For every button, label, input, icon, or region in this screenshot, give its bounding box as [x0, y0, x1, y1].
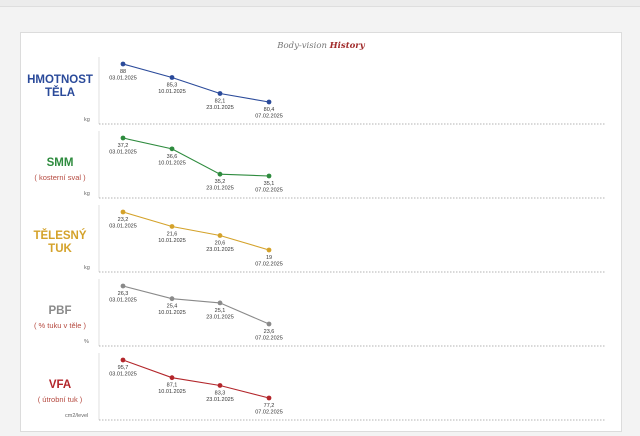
data-point [266, 395, 272, 401]
series-line [122, 285, 270, 325]
date-label: 23.01.2025 [206, 314, 234, 320]
value-label: 87,1 [167, 383, 178, 389]
data-point [120, 283, 126, 289]
series-line [122, 137, 270, 177]
series-label: VFA ( útrobní tuk ) [21, 379, 99, 404]
unit-label: % [84, 339, 89, 345]
series-title: VFA [48, 378, 72, 391]
series-label: HMOTNOST TĚLA [21, 74, 99, 100]
chart-panel-1: HMOTNOST TĚLA kg 88 03.01.2025 85,3 10.01.202… [21, 55, 621, 127]
data-point [120, 209, 126, 215]
window-top-bar [0, 0, 640, 7]
value-label: 19 [266, 255, 272, 261]
date-label: 07.02.2025 [255, 336, 283, 342]
date-label: 10.01.2025 [158, 89, 186, 95]
value-label: 37,2 [118, 143, 129, 149]
history-chart-card: Body-vision History HMOTNOST TĚLA kg 88 03.… [20, 32, 622, 432]
line-chart: 95,703.01.2025 87,110.01.2025 83,323.01.20… [98, 353, 605, 421]
value-label: 25,1 [215, 308, 226, 314]
date-label: 10.01.2025 [158, 160, 186, 166]
series-label: PBF ( % tuku v těle ) [21, 305, 99, 330]
date-label: 23.01.2025 [206, 397, 234, 403]
chart-panel-4: PBF ( % tuku v těle )% 26,3 03.01.2025 25,4 1… [21, 277, 621, 349]
data-point [169, 375, 175, 381]
date-label: 23.01.2025 [206, 186, 234, 192]
data-point [217, 383, 223, 388]
unit-label: cm2/level [65, 413, 89, 419]
series-title: PBF [48, 304, 72, 317]
date-label: 23.01.2025 [206, 247, 234, 253]
chart-panel-2: SMM ( kosterní sval ) kg 37,2 03.01.2025 36,6… [21, 129, 621, 201]
chart-title-prefix: Body-vision [277, 41, 327, 51]
value-label: 36,6 [167, 154, 178, 160]
data-point [217, 171, 223, 177]
unit-label: kg [84, 191, 90, 197]
date-label: 03.01.2025 [109, 372, 137, 378]
data-point [169, 146, 175, 152]
date-label: 10.01.2025 [158, 389, 186, 395]
value-label: 77,2 [264, 403, 275, 409]
data-point [266, 321, 272, 327]
value-label: 23,6 [264, 329, 275, 335]
chart-title-highlight: History [329, 41, 365, 51]
date-label: 07.02.2025 [255, 114, 283, 120]
value-label: 85,3 [167, 83, 178, 89]
date-label: 07.02.2025 [255, 188, 283, 194]
value-label: 95,7 [118, 365, 129, 371]
date-label: 10.01.2025 [158, 310, 186, 316]
line-chart: 26,303.01.2025 25,410.01.2025 25,123.01.20… [98, 279, 605, 347]
series-line [122, 63, 270, 103]
series-label: TĚLESNÝ TUK [21, 230, 99, 256]
chart-panel-3: TĚLESNÝ TUK kg 23,2 03.01.2025 21,6 10.01.202… [21, 203, 621, 275]
data-point [217, 300, 223, 306]
value-label: 88 [120, 69, 126, 75]
unit-label: kg [84, 117, 90, 123]
line-chart: 23,203.01.2025 21,610.01.2025 20,623.01.20… [98, 205, 605, 273]
series-subtitle: ( útrobní tuk ) [37, 394, 83, 404]
chart-panel-5: VFA ( útrobní tuk ) cm2/level 95,7 03.01.202… [21, 351, 621, 423]
data-point [169, 296, 175, 302]
data-point [266, 173, 272, 179]
series-title: SMM [46, 156, 74, 169]
date-label: 03.01.2025 [109, 224, 137, 230]
date-label: 07.02.2025 [255, 410, 283, 416]
date-label: 03.01.2025 [109, 150, 137, 156]
value-label: 25,4 [167, 304, 178, 310]
date-label: 03.01.2025 [109, 76, 137, 82]
data-point [169, 224, 175, 229]
series-title: HMOTNOST TĚLA [27, 74, 93, 99]
data-point [120, 61, 126, 67]
date-label: 10.01.2025 [158, 238, 186, 244]
data-point [217, 91, 223, 96]
data-point [169, 75, 175, 80]
data-point [120, 357, 126, 363]
value-label: 35,1 [264, 181, 275, 187]
line-chart: 37,203.01.2025 36,610.01.2025 35,223.01.20… [98, 131, 605, 199]
series-line [122, 359, 270, 399]
data-point [266, 247, 272, 253]
value-label: 20,6 [215, 241, 226, 247]
chart-title: Body-vision History [21, 41, 621, 51]
date-label: 23.01.2025 [206, 105, 234, 111]
value-label: 26,3 [118, 291, 129, 297]
date-label: 03.01.2025 [109, 298, 137, 304]
value-label: 83,3 [215, 390, 226, 396]
data-point [266, 99, 272, 105]
data-point [217, 233, 223, 238]
value-label: 21,6 [167, 231, 178, 237]
series-subtitle: ( kosterní sval ) [34, 172, 86, 182]
series-label: SMM ( kosterní sval ) [21, 157, 99, 182]
value-label: 82,1 [215, 99, 226, 105]
date-label: 07.02.2025 [255, 262, 283, 268]
unit-label: kg [84, 265, 90, 271]
value-label: 23,2 [118, 217, 129, 223]
series-subtitle: ( % tuku v těle ) [33, 320, 87, 330]
data-point [120, 135, 126, 141]
value-label: 35,2 [215, 179, 226, 185]
value-label: 80,4 [264, 107, 275, 113]
series-line [122, 211, 270, 251]
series-title: TĚLESNÝ TUK [33, 230, 87, 255]
